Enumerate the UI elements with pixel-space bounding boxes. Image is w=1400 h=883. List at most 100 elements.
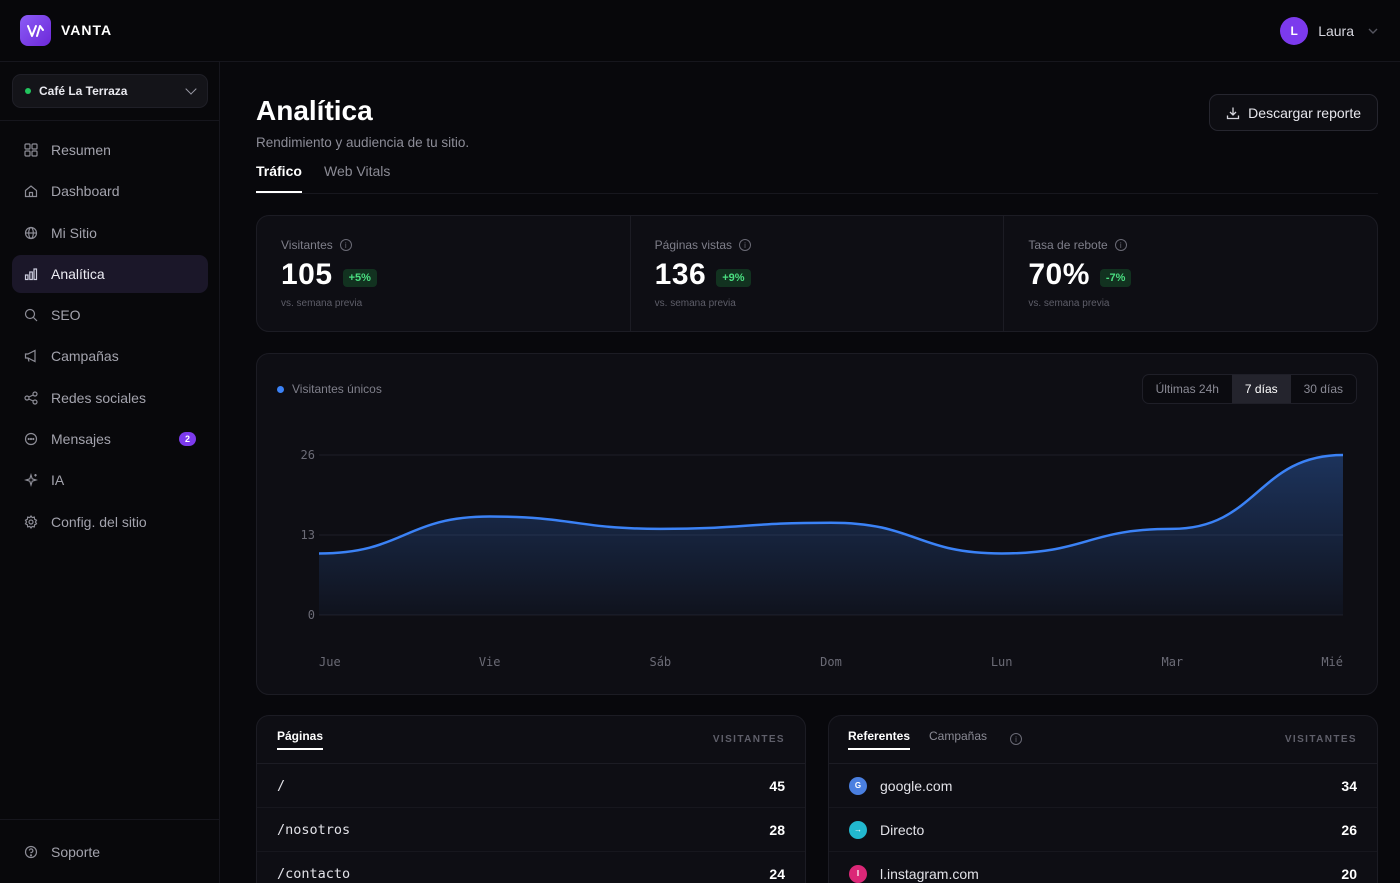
sidebar-item-label: Soporte — [51, 844, 101, 860]
share-icon — [24, 391, 38, 405]
table-row[interactable]: G google.com 34 — [829, 764, 1377, 808]
delta-badge: -7% — [1099, 269, 1132, 287]
sidebar-item-label: Mensajes — [51, 431, 111, 448]
table-row[interactable]: / 45 — [257, 764, 805, 808]
visitors-chart: 0 13 26 Jue Vie Sáb Dom Lun Mar Mié — [301, 448, 1344, 669]
sidebar-item-redes-sociales[interactable]: Redes sociales — [12, 379, 208, 417]
delta-badge: +5% — [342, 269, 377, 287]
sidebar-item-resumen[interactable]: Resumen — [12, 131, 208, 169]
avatar[interactable]: L — [1280, 17, 1309, 45]
table-row[interactable]: → Directo 26 — [829, 808, 1377, 852]
info-icon[interactable]: i — [1114, 239, 1127, 251]
sidebar-item-soporte[interactable]: Soporte — [12, 833, 208, 871]
kpi-card: Visitantes i 105 +5% vs. semana previa P… — [256, 215, 1378, 332]
range-7d-button[interactable]: 7 días — [1231, 375, 1291, 403]
series-area — [319, 455, 1343, 615]
info-icon[interactable]: i — [1010, 733, 1022, 745]
stat-footnote: vs. semana previa — [1028, 298, 1110, 309]
chart-legend: Visitantes únicos — [277, 382, 382, 396]
download-report-label: Descargar reporte — [1248, 104, 1361, 121]
globe-icon — [24, 226, 38, 239]
delta-badge: +9% — [716, 269, 751, 287]
download-icon — [1227, 107, 1240, 119]
visitor-count: 24 — [769, 865, 785, 882]
sidebar-item-analitica[interactable]: Analítica — [12, 254, 208, 293]
site-selector[interactable]: Café La Terraza — [12, 74, 208, 108]
search-icon — [24, 309, 38, 322]
sidebar-item-campanas[interactable]: Campañas — [12, 337, 208, 375]
table-header: Referentes Campañas i VISITANTES — [829, 716, 1377, 764]
x-tick-label: Mar — [1161, 655, 1183, 669]
user-name[interactable]: Laura — [1318, 23, 1354, 39]
stat-label: Visitantes i — [281, 238, 606, 252]
sidebar-item-dashboard[interactable]: Dashboard — [12, 172, 208, 210]
brand-name: VANTA — [61, 22, 113, 38]
page-path: /contacto — [277, 865, 351, 882]
page-subtitle: Rendimiento y audiencia de tu sitio. — [256, 135, 470, 150]
stat-label: Páginas vistas i — [655, 238, 980, 252]
range-selector: Últimas 24h 7 días 30 días — [1141, 374, 1357, 404]
message-icon — [24, 432, 38, 446]
vanta-logo-icon[interactable] — [20, 15, 51, 46]
table-row[interactable]: /contacto 24 — [257, 852, 805, 883]
tab-web-vitals[interactable]: Web Vitals — [324, 163, 391, 179]
sidebar: Café La Terraza Resumen Dashboard Mi Sit… — [0, 62, 220, 883]
sidebar-nav: Resumen Dashboard Mi Sitio Analítica SEO… — [12, 131, 208, 544]
stat-value: 70% — [1028, 258, 1090, 291]
sidebar-item-label: Analítica — [51, 265, 105, 282]
sidebar-item-mi-sitio[interactable]: Mi Sitio — [12, 214, 208, 252]
info-icon[interactable]: i — [739, 239, 752, 251]
section-tabs: Tráfico Web Vitals — [256, 160, 1378, 194]
x-tick-label: Sáb — [649, 655, 671, 669]
x-tick-label: Vie — [479, 655, 501, 669]
table-row[interactable]: /nosotros 28 — [257, 808, 805, 852]
x-tick-label: Dom — [820, 655, 842, 669]
tab-trafico[interactable]: Tráfico — [256, 163, 302, 193]
visitor-count: 45 — [769, 777, 785, 794]
referrer-source: google.com — [880, 777, 953, 794]
user-menu[interactable]: L Laura — [1280, 17, 1378, 45]
sidebar-item-label: Dashboard — [51, 183, 120, 200]
referrer-source: l.instagram.com — [880, 865, 979, 882]
x-tick-label: Mié — [1321, 655, 1343, 669]
sidebar-item-mensajes[interactable]: Mensajes 2 — [12, 420, 208, 458]
y-tick-label: 26 — [301, 448, 315, 462]
megaphone-icon — [24, 350, 36, 363]
stat-footnote: vs. semana previa — [281, 298, 363, 309]
stat-label-text: Visitantes — [281, 238, 333, 252]
pages-table: Páginas VISITANTES / 45 /nosotros 28 /co… — [256, 715, 806, 883]
table-header: Páginas VISITANTES — [257, 716, 805, 764]
chevron-down-icon[interactable] — [1368, 25, 1378, 37]
stat-tasa-rebote: Tasa de rebote i 70% -7% vs. semana prev… — [1004, 216, 1377, 331]
x-tick-label: Lun — [991, 655, 1013, 669]
home-icon — [24, 185, 38, 198]
stat-value: 105 — [281, 258, 333, 291]
visitor-count: 34 — [1341, 777, 1357, 794]
sidebar-item-seo[interactable]: SEO — [12, 296, 208, 334]
tab-campanas[interactable]: Campañas — [929, 729, 988, 743]
instagram-icon: I — [849, 864, 867, 883]
info-icon[interactable]: i — [339, 239, 352, 251]
referrers-table: Referentes Campañas i VISITANTES G googl… — [828, 715, 1378, 883]
table-row[interactable]: I l.instagram.com 20 — [829, 852, 1377, 883]
y-tick-label: 13 — [301, 528, 315, 542]
legend-label: Visitantes únicos — [292, 382, 382, 396]
bar-chart-icon — [24, 268, 38, 280]
unread-badge: 2 — [178, 432, 196, 447]
page-title: Analítica — [256, 95, 373, 126]
tab-referentes[interactable]: Referentes — [848, 729, 911, 750]
range-30d-button[interactable]: 30 días — [1303, 382, 1343, 396]
stat-label: Tasa de rebote i — [1028, 238, 1353, 252]
range-24h-button[interactable]: Últimas 24h — [1155, 382, 1219, 396]
sidebar-item-config[interactable]: Config. del sitio — [12, 503, 208, 541]
stat-label-text: Tasa de rebote — [1028, 238, 1108, 252]
top-bar: VANTA L Laura — [0, 0, 1400, 62]
tab-paginas[interactable]: Páginas — [277, 729, 324, 750]
visitor-count: 28 — [769, 821, 785, 838]
download-report-button[interactable]: Descargar reporte — [1209, 94, 1378, 131]
divider — [0, 819, 219, 820]
legend-dot — [277, 385, 284, 393]
column-header: VISITANTES — [712, 734, 785, 745]
site-name: Café La Terraza — [39, 84, 128, 98]
sidebar-item-ia[interactable]: IA — [12, 461, 208, 499]
